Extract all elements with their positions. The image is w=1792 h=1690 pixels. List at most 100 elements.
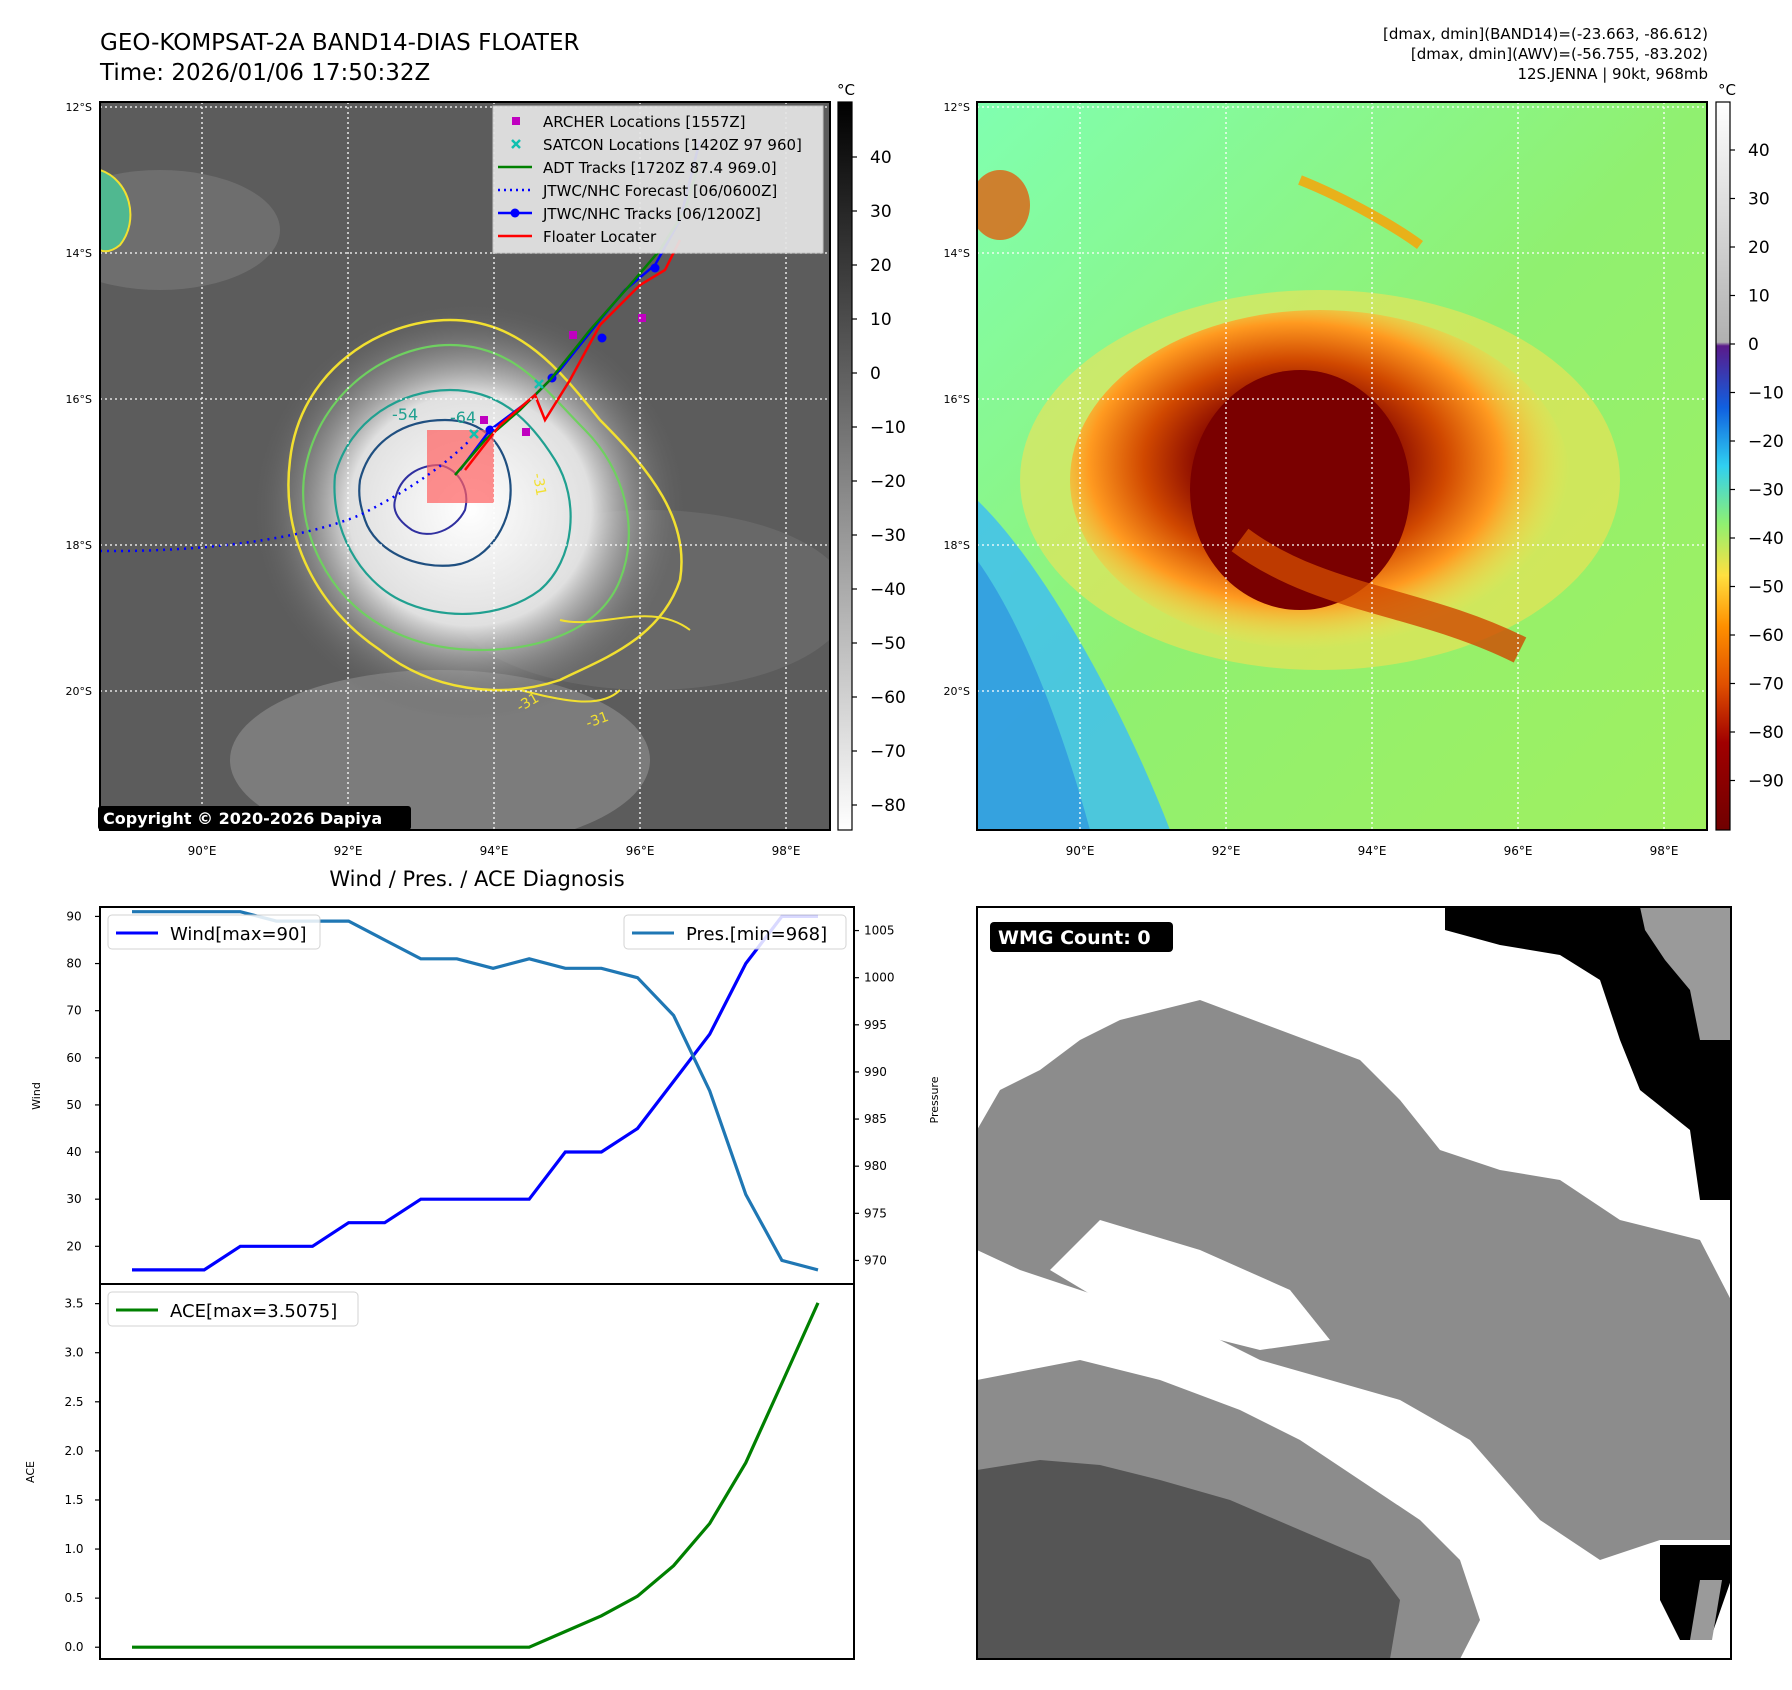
wind-tick-label: 60 [66, 1051, 81, 1065]
wv-map-frame [976, 101, 1708, 831]
ir-colorbar-tick-label: −20 [870, 472, 906, 492]
wv-lat-labels: 12°S 14°S 16°S 18°S 20°S [944, 101, 970, 698]
contour-label-2: -64 [450, 408, 476, 427]
wv-lon-label: 98°E [1650, 844, 1679, 858]
wv-colorbar-tick-label: −30 [1748, 481, 1784, 501]
wv-colorbar-tick-label: 0 [1748, 335, 1759, 355]
wv-lon-label: 90°E [1066, 844, 1095, 858]
ace-chart-frame [99, 1283, 855, 1660]
wv-colorbar-unit: °C [1718, 81, 1736, 99]
ace-tick-label: 0.5 [64, 1591, 83, 1605]
contour-west-edge [100, 168, 132, 253]
wv-colorbar-gradient [1715, 101, 1731, 831]
figure-title: GEO-KOMPSAT-2A BAND14-DIAS FLOATER [100, 30, 580, 56]
contour-yellow [287, 318, 683, 692]
legend-marker-archer [512, 117, 520, 125]
copyright-text: Copyright © 2020-2026 Dapiya [103, 809, 382, 828]
diagnosis-chart-title: Wind / Pres. / ACE Diagnosis [329, 867, 624, 891]
ir-colorbar-tick-label: 40 [870, 148, 892, 168]
legend-item-adt: ADT Tracks [1720Z 87.4 969.0] [543, 159, 777, 177]
wv-colorbar-tick-label: 40 [1748, 141, 1770, 161]
ace-tick-label: 3.5 [64, 1297, 83, 1311]
wind-tick-label: 80 [66, 957, 81, 971]
wind-axis-label: Wind [30, 1082, 43, 1110]
wv-colorbar-tick-label: −70 [1748, 675, 1784, 695]
wv-lat-label: 16°S [944, 393, 970, 406]
ir-colorbar-tick-label: −40 [870, 580, 906, 600]
contour-blue [358, 418, 512, 567]
ace-tick-label: 0.0 [64, 1640, 83, 1654]
ir-colorbar-tick-label: −30 [870, 526, 906, 546]
wv-gridlines [977, 102, 1707, 830]
wind-tick-label: 70 [66, 1004, 81, 1018]
wv-colorbar-tick-label: −50 [1748, 578, 1784, 598]
wv-colorbar-tick-label: −60 [1748, 626, 1784, 646]
wind-pressure-chart: Wind Pressure 20 30 40 50 60 70 80 90 970 975 980… [30, 906, 941, 1285]
map-legend [492, 105, 824, 254]
floater-locater-track [464, 239, 682, 471]
wmg-frame [976, 906, 1732, 1660]
ace-chart: ACE 0.0 0.5 1.0 1.5 2.0 2.5 3.0 3.5 ACE[max=3.5… [24, 1283, 855, 1660]
ir-colorbar-tick-label: −70 [870, 742, 906, 762]
wmg-lightgray-ne [1640, 907, 1731, 1040]
ir-lower-clouds [230, 670, 650, 830]
ir-lon-label: 96°E [626, 844, 655, 858]
ir-lat-labels: 12°S 14°S 16°S 18°S 20°S [66, 101, 92, 698]
ir-colorbar-tick-label: 0 [870, 364, 881, 384]
ir-lon-label: 92°E [334, 844, 363, 858]
contour-label-3: -31 [529, 472, 549, 497]
ir-lat-label: 12°S [66, 101, 92, 114]
legend-item-forecast: JTWC/NHC Forecast [06/0600Z] [542, 182, 777, 200]
ir-colorbar-unit: °C [837, 81, 855, 99]
pressure-tick-label: 990 [864, 1065, 887, 1079]
wv-lon-labels: 90°E 92°E 94°E 96°E 98°E [1066, 844, 1679, 858]
ir-lon-label: 90°E [188, 844, 217, 858]
ace-tick-label: 3.0 [64, 1346, 83, 1360]
wind-legend-label: Wind[max=90] [170, 924, 307, 945]
pressure-tick-label: 980 [864, 1159, 887, 1173]
satcon-locations [469, 379, 544, 439]
wind-legend [107, 914, 321, 950]
ace-series-line [132, 1302, 820, 1649]
contour-fragments [519, 615, 691, 703]
ir-map-frame [99, 101, 831, 831]
ir-lat-label: 18°S [66, 539, 92, 552]
pressure-tick-label: 1005 [864, 924, 895, 938]
wmg-white-gap [1050, 1220, 1330, 1350]
pressure-tick-label: 970 [864, 1253, 887, 1267]
ace-tick-label: 1.0 [64, 1542, 83, 1556]
ace-legend-label: ACE[max=3.5075] [170, 1301, 337, 1322]
pressure-tick-label: 975 [864, 1206, 887, 1220]
ace-tick-label: 1.5 [64, 1493, 83, 1507]
ir-cirrus-band [100, 170, 280, 290]
pressure-legend [623, 914, 847, 950]
pressure-tick-label: 1000 [864, 971, 895, 985]
copyright-badge [98, 806, 411, 830]
ace-tick-label: 2.0 [64, 1444, 83, 1458]
legend-item-floater: Floater Locater [543, 228, 657, 246]
jtwc-forecast-track [100, 439, 471, 553]
contour-indigo [393, 463, 468, 535]
pressure-legend-label: Pres.[min=968] [686, 924, 827, 945]
ir-map-panel: -54 -64 -31 -31 -31 Copyright © 2020-202… [66, 101, 831, 858]
wv-lon-label: 96°E [1504, 844, 1533, 858]
ir-colorbar: °C 40 30 20 10 0 −10 −20 −30 −40 −50 −60 −70 −80 [837, 81, 906, 831]
figure-time: Time: 2026/01/06 17:50:32Z [99, 60, 430, 86]
legend-item-tracks: JTWC/NHC Tracks [06/1200Z] [542, 205, 761, 223]
storm-info: 12S.JENNA | 90kt, 968mb [1517, 65, 1708, 83]
wv-colorbar-tick-label: −80 [1748, 723, 1784, 743]
ir-colorbar-tick-label: 10 [870, 310, 892, 330]
wind-tick-label: 20 [66, 1239, 81, 1253]
wv-colorbar: °C 40 30 20 10 0 −10 −20 −30 −40 −50 −60 −70 −80 −90 [1715, 81, 1784, 831]
wv-colorbar-tick-label: −90 [1748, 772, 1784, 792]
legend-item-archer: ARCHER Locations [1557Z] [543, 113, 746, 131]
ir-colorbar-tick-label: −10 [870, 418, 906, 438]
legend-item-satcon: SATCON Locations [1420Z 97 960] [543, 136, 802, 154]
wv-lon-label: 92°E [1212, 844, 1241, 858]
wv-colorbar-tick-label: 20 [1748, 238, 1770, 258]
wv-colorbar-tick-label: −40 [1748, 529, 1784, 549]
ir-lon-label: 94°E [480, 844, 509, 858]
wv-lon-label: 94°E [1358, 844, 1387, 858]
wmg-black-ne [1445, 907, 1731, 1200]
